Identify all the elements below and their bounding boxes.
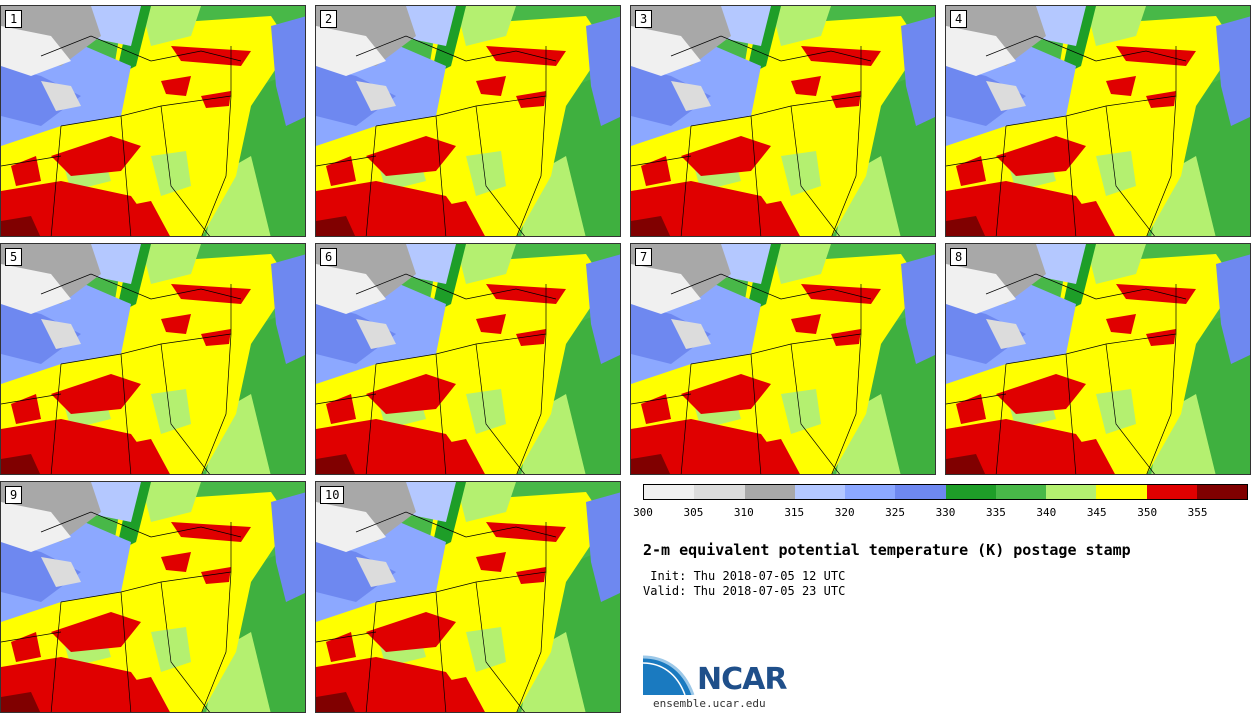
member-number-label: 8 [950,248,968,266]
ensemble-member-panel-6: 6 [315,243,621,475]
colorbar-swatch [945,485,996,499]
colorbar-tick-label: 310 [733,506,754,519]
colorbar-tick-label: 320 [834,506,855,519]
colorbar-swatch [744,485,795,499]
member-number-label: 2 [320,10,338,28]
colorbar-tick-label: 315 [784,506,805,519]
colorbar-ticks: 300 305 310 315 320 325 330 335 340 345 350 355 [633,506,1248,520]
ncar-logo-icon [643,655,695,695]
theta-e-map [1,482,305,712]
colorbar-tick-label: 355 [1187,506,1208,519]
theta-e-map [631,244,935,474]
ensemble-member-panel-5: 5 [0,243,306,475]
colorbar-swatch [644,485,695,499]
member-number-label: 5 [5,248,23,266]
colorbar-swatch [845,485,896,499]
member-number-label: 7 [635,248,653,266]
valid-time: Valid: Thu 2018-07-05 23 UTC [643,584,846,598]
theta-e-map [316,244,620,474]
colorbar-swatch [1146,485,1197,499]
colorbar-tick-label: 340 [1036,506,1057,519]
colorbar-tick-label: 300 [633,506,653,519]
member-number-label: 4 [950,10,968,28]
ensemble-member-panel-2: 2 [315,5,621,237]
init-time: Init: Thu 2018-07-05 12 UTC [643,569,846,583]
ensemble-member-panel-4: 4 [945,5,1251,237]
theta-e-map [316,482,620,712]
ensemble-member-panel-1: 1 [0,5,306,237]
ncar-logo-text: NCAR [697,662,787,697]
colorbar-tick-label: 325 [885,506,906,519]
theta-e-map [1,6,305,236]
theta-e-map [946,244,1250,474]
ensemble-member-panel-8: 8 [945,243,1251,475]
colorbar-swatch [1046,485,1097,499]
ensemble-url: ensemble.ucar.edu [653,697,766,710]
colorbar-swatch [995,485,1046,499]
figure-title: 2-m equivalent potential temperature (K)… [643,541,1131,559]
member-number-label: 10 [320,486,345,504]
colorbar-swatch [694,485,745,499]
colorbar-swatch [1196,485,1247,499]
colorbar-tick-label: 350 [1137,506,1158,519]
member-number-label: 9 [5,486,23,504]
colorbar [643,484,1248,500]
ensemble-member-panel-10: 10 [315,481,621,713]
ensemble-member-panel-3: 3 [630,5,936,237]
theta-e-map [1,244,305,474]
colorbar-tick-label: 330 [935,506,956,519]
colorbar-tick-label: 345 [1086,506,1107,519]
colorbar-tick-label: 305 [683,506,704,519]
theta-e-map [946,6,1250,236]
theta-e-map [316,6,620,236]
member-number-label: 6 [320,248,338,266]
member-number-label: 3 [635,10,653,28]
colorbar-swatch [794,485,845,499]
member-number-label: 1 [5,10,23,28]
colorbar-tick-label: 335 [985,506,1006,519]
ensemble-member-panel-7: 7 [630,243,936,475]
ensemble-member-panel-9: 9 [0,481,306,713]
theta-e-map [631,6,935,236]
colorbar-swatch [895,485,946,499]
colorbar-swatch [1096,485,1147,499]
